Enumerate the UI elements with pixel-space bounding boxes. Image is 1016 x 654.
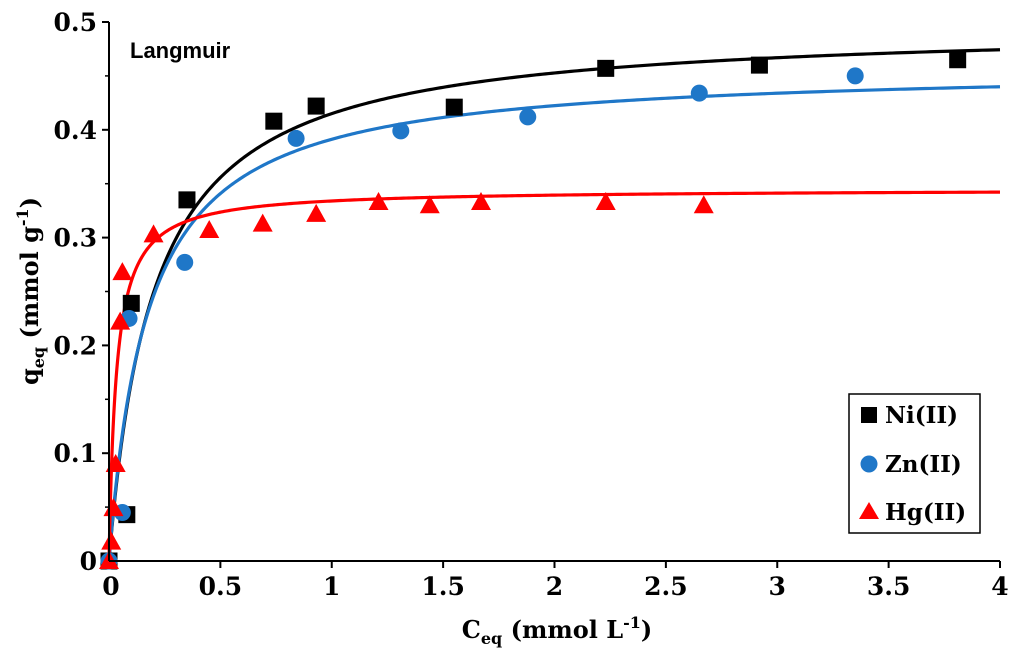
data-point — [306, 203, 327, 222]
data-point — [470, 192, 491, 211]
data-point — [595, 192, 616, 211]
data-point — [846, 67, 864, 85]
data-point — [110, 311, 131, 330]
y-axis-title-main: q — [15, 368, 44, 385]
x-axis-title-main: C — [462, 615, 481, 644]
x-tick-label: 3.5 — [867, 572, 911, 601]
fit-curves — [107, 48, 1001, 562]
data-point — [597, 59, 615, 77]
y-tick-label: 0.1 — [54, 439, 98, 468]
y-tick-label: 0.2 — [54, 331, 98, 360]
data-point — [419, 195, 440, 214]
x-axis-title: Ceq (mmol L-1) — [462, 613, 652, 648]
legend-marker-hg — [859, 502, 879, 519]
x-tick-label: 0 — [102, 572, 119, 601]
legend-marker-zn — [860, 455, 878, 473]
data-point — [307, 97, 325, 115]
data-point — [693, 195, 714, 214]
data-point — [101, 531, 122, 550]
data-point — [690, 84, 708, 102]
data-point — [445, 98, 463, 116]
x-tick-labels: 0 0.5 1 1.5 2 2.5 3 3.5 4 — [102, 572, 1008, 601]
x-axis-title-rest: (mmol L — [502, 615, 623, 644]
data-point — [368, 192, 389, 211]
y-tick-labels: 0 0.1 0.2 0.3 0.4 0.5 — [54, 8, 98, 576]
fit-curve — [107, 190, 1001, 562]
data-point — [265, 112, 283, 130]
y-tick-label: 0.4 — [54, 116, 98, 145]
y-tick-label: 0.5 — [54, 8, 98, 37]
x-axis-title-sup: -1 — [623, 613, 641, 632]
data-point — [392, 122, 410, 140]
y-axis-title: qeq (mmol g-1) — [13, 197, 48, 385]
data-point — [750, 56, 768, 74]
y-tick-label: 0.3 — [54, 224, 98, 253]
data-point — [287, 129, 305, 147]
legend-marker-ni — [861, 407, 877, 423]
data-point — [252, 213, 273, 232]
y-axis-title-close: ) — [15, 197, 44, 208]
y-tick-label: 0 — [80, 547, 97, 576]
data-point — [519, 108, 537, 126]
data-point — [178, 191, 196, 209]
data-point — [143, 224, 164, 243]
x-tick-label: 3 — [769, 572, 786, 601]
x-axis-title-close: ) — [641, 615, 652, 644]
data-point — [105, 453, 126, 472]
y-axis-title-sup: -1 — [13, 208, 32, 226]
data-point — [199, 220, 220, 239]
x-tick-label: 4 — [991, 572, 1008, 601]
x-tick-label: 2 — [546, 572, 563, 601]
y-axis-title-sub: eq — [29, 347, 48, 368]
chart-annotation: Langmuir — [130, 38, 231, 63]
data-point — [949, 51, 967, 69]
data-points — [99, 51, 967, 570]
x-tick-label: 1 — [323, 572, 340, 601]
data-point — [112, 262, 133, 281]
legend: Ni(II) Zn(II) Hg(II) — [848, 393, 981, 534]
legend-label-ni: Ni(II) — [885, 402, 958, 429]
x-axis-title-sub: eq — [481, 629, 502, 648]
x-tick-label: 2.5 — [644, 572, 688, 601]
x-tick-label: 0.5 — [199, 572, 243, 601]
legend-label-zn: Zn(II) — [885, 451, 962, 478]
fit-curve — [107, 85, 1001, 562]
data-point — [176, 253, 194, 271]
legend-label-hg: Hg(II) — [885, 499, 966, 526]
data-point — [122, 294, 140, 312]
y-axis-title-rest: (mmol g — [15, 226, 44, 347]
x-tick-label: 1.5 — [421, 572, 465, 601]
